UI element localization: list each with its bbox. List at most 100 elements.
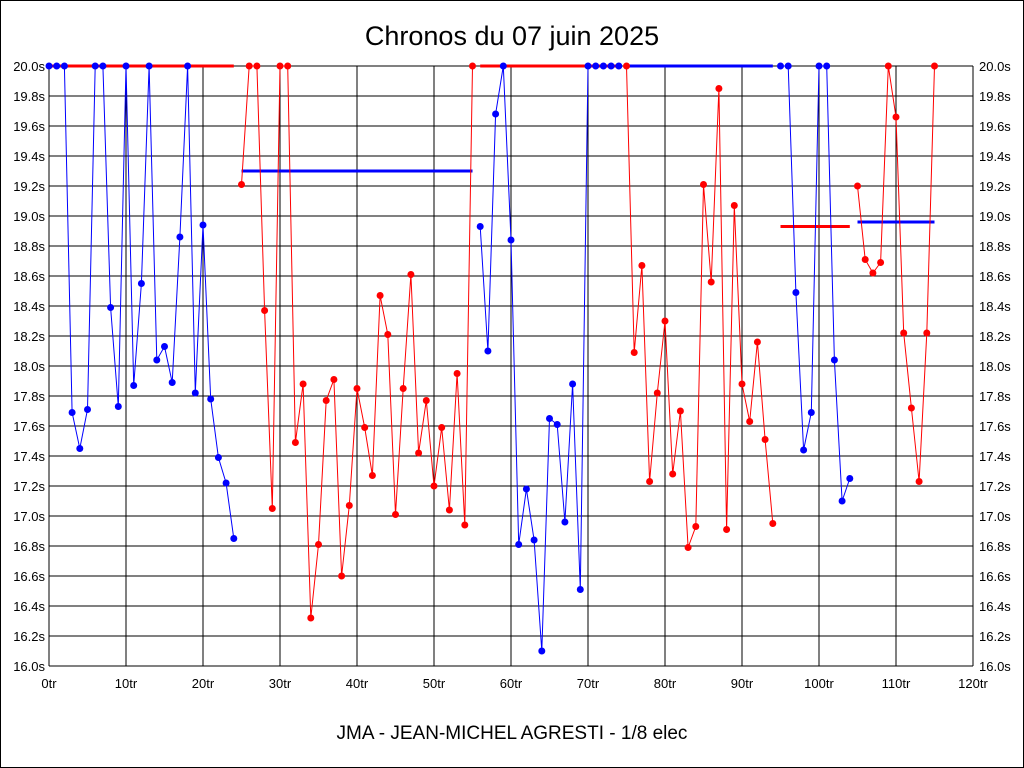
x-tick-label: 20tr [192,676,215,691]
data-point [276,62,284,70]
data-point [515,541,523,548]
y-tick-label-left: 17.2s [13,479,45,494]
y-tick-label-right: 18.0s [979,359,1011,374]
data-point [553,421,561,428]
data-point [268,505,276,512]
data-point [676,407,684,415]
y-tick-label-left: 19.4s [13,149,45,164]
x-tick-label: 60tr [500,676,523,691]
x-tick-label: 90tr [731,676,754,691]
data-point [453,370,461,377]
y-tick-label-right: 16.4s [979,599,1011,614]
data-point [684,544,692,551]
data-point [438,424,446,431]
data-point [176,233,184,241]
data-point [353,385,361,392]
y-tick-label-left: 19.8s [13,89,45,104]
data-point [45,62,53,70]
data-point [753,338,761,346]
y-tick-label-left: 17.8s [13,389,45,404]
data-point [107,304,115,311]
data-point [830,356,838,364]
data-point [322,397,330,404]
y-tick-label-right: 18.6s [979,269,1011,284]
data-point [522,485,530,493]
data-point [153,356,161,364]
x-tick-label: 70tr [577,676,600,691]
data-point [261,307,269,314]
data-point [900,329,908,337]
y-tick-label-left: 16.2s [13,629,45,644]
data-point [399,385,407,392]
data-point [592,62,600,70]
data-point [661,317,669,325]
data-point [168,379,176,386]
x-tick-label: 120tr [958,676,988,691]
y-tick-label-right: 17.2s [979,479,1011,494]
y-tick-label-right: 19.8s [979,89,1011,104]
data-point [191,389,199,397]
data-point [761,436,769,443]
data-point [738,380,746,388]
data-point [715,85,723,92]
data-point [823,62,831,70]
data-point [499,62,507,70]
data-point [376,292,384,299]
data-point [60,62,68,70]
data-point [484,347,492,355]
data-point [861,256,869,263]
x-tick-label: 30tr [269,676,292,691]
data-point [777,62,784,70]
y-tick-label-left: 18.0s [13,359,45,374]
data-point [877,259,885,266]
y-tick-label-left: 16.4s [13,599,45,614]
data-point [700,181,707,188]
y-tick-label-right: 16.8s [979,539,1011,554]
data-point [315,541,322,548]
data-point [245,62,253,70]
data-point [646,478,654,485]
data-point [869,269,877,277]
data-point [368,472,376,479]
data-point [630,349,638,356]
y-tick-label-left: 17.4s [13,449,45,464]
y-tick-label-right: 17.0s [979,509,1011,524]
data-point [569,380,577,388]
tick-labels: 16.0s 16.0s 16.2s 16.2s 16.4s 16.4s 16.6s 16.6s… [13,59,1011,691]
data-point [214,454,222,461]
data-point [507,236,515,244]
data-point [461,521,469,529]
data-point [53,62,61,70]
chart-title: Chronos du 07 juin 2025 [365,21,659,51]
data-point [99,62,107,70]
data-point [599,62,607,70]
data-point [915,478,923,485]
data-point [784,62,792,70]
data-point [384,331,392,338]
data-point [122,62,130,70]
y-tick-label-right: 19.0s [979,209,1011,224]
data-point [623,62,630,70]
data-point [68,409,76,416]
data-point [299,380,307,388]
data-point [607,62,615,70]
y-tick-label-left: 18.8s [13,239,45,254]
series-lines [49,65,935,652]
data-point [91,62,99,70]
y-tick-label-left: 17.6s [13,419,45,434]
data-point [199,221,207,229]
y-tick-label-right: 20.0s [979,59,1011,74]
data-point [653,389,661,397]
data-point [184,62,192,70]
data-point [638,262,646,269]
series-points [45,62,938,655]
data-point [207,395,215,403]
data-point [576,586,584,593]
data-point [669,470,677,478]
y-tick-label-left: 19.0s [13,209,45,224]
series-line-stint-5 [780,65,851,502]
y-tick-label-right: 18.8s [979,239,1011,254]
y-tick-label-right: 17.6s [979,419,1011,434]
data-point [145,62,153,70]
series-line-stint-4 [626,65,774,548]
